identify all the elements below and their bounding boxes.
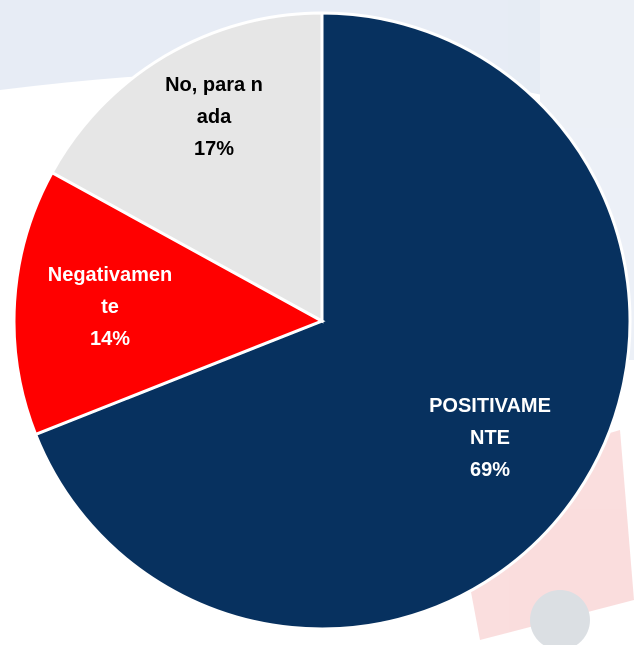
category-label: Negativamente bbox=[48, 259, 173, 323]
category-label: No, para nada bbox=[164, 69, 264, 133]
value-label: 69% bbox=[428, 454, 553, 486]
chart: POSITIVAMENTE69% Negativamente14% No, para… bbox=[0, 0, 634, 645]
value-label: 17% bbox=[164, 133, 264, 165]
category-label: POSITIVAMENTE bbox=[428, 390, 553, 454]
value-label: 14% bbox=[48, 323, 173, 355]
